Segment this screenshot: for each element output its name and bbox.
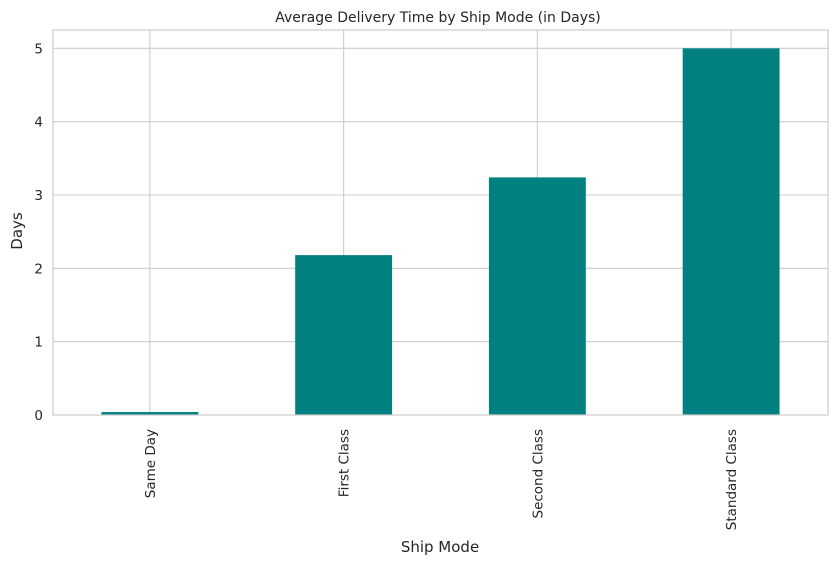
bar-same-day [101, 412, 199, 415]
x-tick-label: First Class [337, 429, 353, 497]
y-axis-label: Days [8, 212, 26, 250]
chart-title: Average Delivery Time by Ship Mode (in D… [275, 10, 601, 26]
y-tick-label: 5 [34, 41, 43, 57]
x-tick-label: Standard Class [724, 429, 740, 530]
y-tick-label: 2 [34, 261, 43, 277]
y-axis-ticks: 0 1 2 3 4 5 [34, 41, 43, 424]
y-tick-label: 3 [34, 188, 43, 204]
y-tick-label: 0 [34, 408, 43, 424]
y-tick-label: 1 [34, 335, 43, 351]
y-tick-label: 4 [34, 115, 43, 131]
x-tick-label: Second Class [530, 429, 546, 519]
bar-first-class [295, 255, 393, 415]
bars [101, 48, 780, 415]
x-axis-label: Ship Mode [401, 538, 479, 556]
bar-standard-class [682, 48, 780, 415]
bar-second-class [488, 177, 586, 415]
x-tick-label: Same Day [143, 429, 159, 498]
plot-frame [52, 29, 829, 416]
x-axis-ticks: Same Day First Class Second Class Standard … [143, 429, 740, 530]
